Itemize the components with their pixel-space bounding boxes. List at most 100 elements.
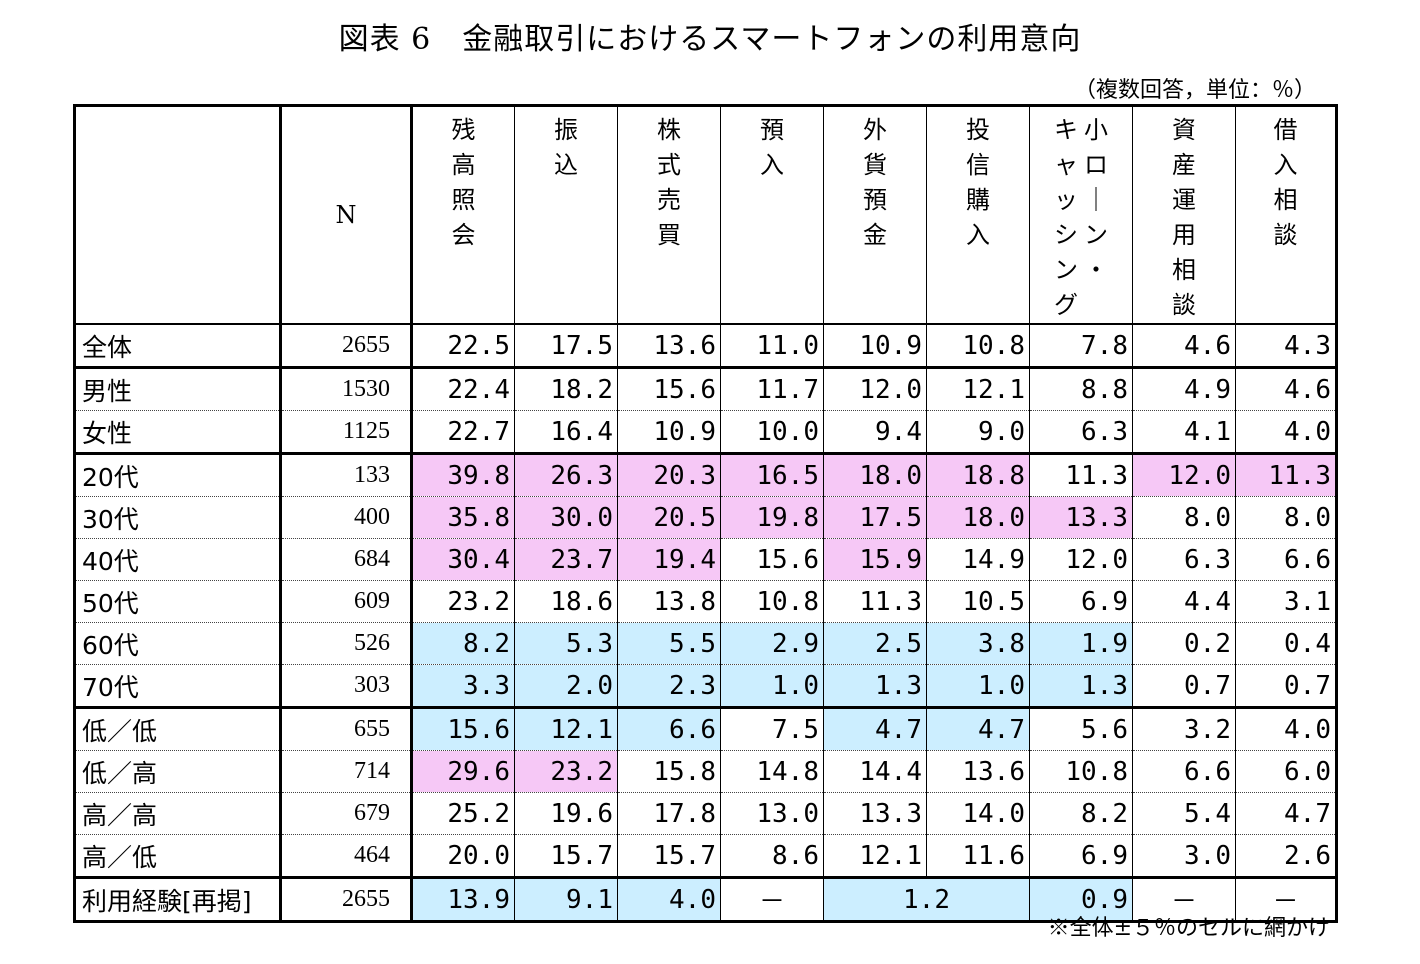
cell-value: 11.3 [1235, 452, 1338, 497]
cell-value: 23.2 [514, 750, 618, 793]
row-n: 679 [280, 792, 413, 835]
cell-value: 12.0 [823, 366, 927, 411]
header-category-cell [73, 104, 282, 325]
cell-value: 10.9 [617, 410, 721, 454]
cell-value: 16.5 [720, 452, 824, 497]
cell-value: 18.0 [926, 496, 1030, 539]
cell-value: 39.8 [411, 452, 515, 497]
table-row: 30代 400 35.8 30.0 20.5 19.8 17.5 18.0 13.3 8.0 8.0 [73, 496, 1338, 539]
cell-value: 18.6 [514, 580, 618, 623]
row-label: 男性 [73, 366, 282, 411]
cell-value: 8.6 [720, 834, 824, 878]
cell-value: 9.4 [823, 410, 927, 454]
cell-value: 12.1 [926, 366, 1030, 411]
header-col-5: 投信購入 [926, 104, 1030, 325]
header-label-line: 投信購入 [966, 116, 990, 249]
row-label: 60代 [73, 622, 282, 665]
cell-value: 6.9 [1029, 834, 1133, 878]
cell-value: 3.0 [1132, 834, 1236, 878]
row-label: 高／低 [73, 834, 282, 878]
row-label: 全体 [73, 323, 282, 368]
row-n: 714 [280, 750, 413, 793]
header-label-line: 残高照会 [451, 116, 476, 249]
cell-value: 11.3 [823, 580, 927, 623]
cell-value: 1.9 [1029, 622, 1133, 665]
table-row: 40代 684 30.4 23.7 19.4 15.6 15.9 14.9 12.0 6.3 6.6 [73, 538, 1338, 581]
row-n: 303 [280, 664, 413, 708]
table-row: 男性 1530 22.4 18.2 15.6 11.7 12.0 12.1 8.8 4.9 4.6 [73, 366, 1338, 411]
cell-value: 0.2 [1132, 622, 1236, 665]
cell-value: 13.8 [617, 580, 721, 623]
row-label: 低／低 [73, 706, 282, 751]
cell-value: 17.8 [617, 792, 721, 835]
cell-value: 17.5 [823, 496, 927, 539]
header-label: 残高照会 [413, 108, 514, 253]
cell-value: 5.3 [514, 622, 618, 665]
cell-value: 1.0 [720, 664, 824, 708]
row-n: 655 [280, 706, 413, 751]
header-label-line: キャッシング [1054, 116, 1078, 319]
cell-value: 9.1 [514, 876, 618, 923]
header-label: 外貨預金 [825, 108, 926, 253]
row-label: 20代 [73, 452, 282, 497]
cell-value: 3.8 [926, 622, 1030, 665]
cell-value: 4.4 [1132, 580, 1236, 623]
cell-value: 9.0 [926, 410, 1030, 454]
cell-value: － [1132, 876, 1236, 923]
cell-value: 26.3 [514, 452, 618, 497]
cell-value: 4.0 [1235, 410, 1338, 454]
cell-value: 29.6 [411, 750, 515, 793]
header-col-0: 残高照会 [411, 104, 515, 325]
header-col-7: 資産運用相談 [1132, 104, 1236, 325]
row-label: 低／高 [73, 750, 282, 793]
cell-value: 20.5 [617, 496, 721, 539]
cell-value: 0.7 [1235, 664, 1338, 708]
cell-value: 1.3 [1029, 664, 1133, 708]
cell-value: 19.4 [617, 538, 721, 581]
cell-value: 18.0 [823, 452, 927, 497]
row-label: 女性 [73, 410, 282, 454]
cell-value: 30.4 [411, 538, 515, 581]
cell-value: 4.0 [617, 876, 721, 923]
row-n: 2655 [280, 323, 413, 368]
cell-value: 23.2 [411, 580, 515, 623]
table-row: 70代 303 3.3 2.0 2.3 1.0 1.3 1.0 1.3 0.7 0.7 [73, 664, 1338, 708]
cell-value: 4.6 [1132, 323, 1236, 368]
row-n: 609 [280, 580, 413, 623]
cell-value: 5.5 [617, 622, 721, 665]
cell-value: 13.0 [720, 792, 824, 835]
header-label: 小ロ｜ン・キャッシング [1031, 108, 1132, 322]
cell-value: 6.6 [1235, 538, 1338, 581]
cell-value: 12.1 [514, 706, 618, 751]
cell-value: 20.0 [411, 834, 515, 878]
header-label: 振込 [516, 108, 617, 183]
cell-value: 8.2 [1029, 792, 1133, 835]
table-row: 高／高 679 25.2 19.6 17.8 13.0 13.3 14.0 8.2 5.4 4.7 [73, 792, 1338, 835]
header-label-line: 外貨預金 [863, 116, 887, 249]
header-label-line: 株式売買 [657, 116, 681, 249]
cell-value: 13.9 [411, 876, 515, 923]
header-label-line: 預入 [760, 116, 784, 179]
header-col-4: 外貨預金 [823, 104, 927, 325]
row-label: 40代 [73, 538, 282, 581]
cell-value: 11.6 [926, 834, 1030, 878]
row-n: 133 [280, 452, 413, 497]
header-label: 株式売買 [619, 108, 720, 253]
cell-value: 10.8 [720, 580, 824, 623]
cell-value: 14.0 [926, 792, 1030, 835]
cell-value: 5.4 [1132, 792, 1236, 835]
cell-value: 8.0 [1235, 496, 1338, 539]
cell-value: 3.1 [1235, 580, 1338, 623]
cell-value: 22.5 [411, 323, 515, 368]
cell-value: 35.8 [411, 496, 515, 539]
cell-value: 16.4 [514, 410, 618, 454]
cell-value: 6.6 [1132, 750, 1236, 793]
cell-value: 10.0 [720, 410, 824, 454]
cell-value: 1.3 [823, 664, 927, 708]
cell-value: 13.6 [926, 750, 1030, 793]
table-row: 全体 2655 22.5 17.5 13.6 11.0 10.9 10.8 7.8 4.6 4.3 [73, 323, 1338, 368]
cell-value: 10.8 [926, 323, 1030, 368]
cell-value: 18.8 [926, 452, 1030, 497]
header-label: 借入相談 [1237, 108, 1334, 253]
cell-value: 0.4 [1235, 622, 1338, 665]
